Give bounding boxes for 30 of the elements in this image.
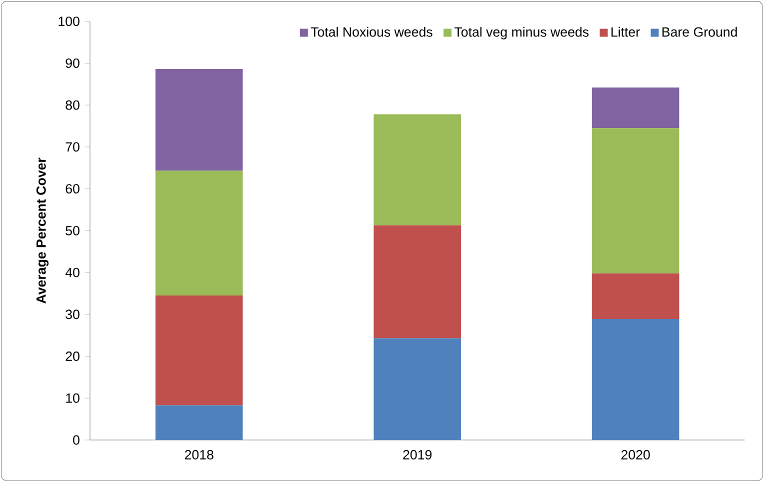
y-tick-label: 20 (66, 352, 80, 361)
y-axis-title: Average Percent Cover (36, 158, 49, 304)
legend-label: Total veg minus weeds (454, 26, 589, 40)
bar (155, 405, 243, 440)
bar (155, 296, 243, 406)
bar (592, 87, 680, 128)
bar (374, 225, 461, 338)
y-tick-label: 90 (66, 58, 80, 68)
y-tick-label: 10 (66, 393, 80, 403)
x-tick-label: 2020 (621, 450, 650, 460)
bar (155, 69, 243, 171)
x-tick-label: 2019 (403, 450, 432, 460)
x-tick-label: 2018 (184, 450, 214, 460)
legend-label: Total Noxious weeds (310, 26, 432, 37)
bar (374, 114, 461, 226)
bar (592, 273, 680, 320)
y-tick-label: 40 (65, 268, 80, 278)
y-tick-label: 60 (66, 184, 80, 194)
y-tick-label: 0 (73, 435, 80, 445)
y-tick-label: 50 (66, 226, 80, 236)
y-tick-label: 100 (58, 16, 80, 26)
legend-label: Litter (612, 26, 640, 37)
y-tick-label: 30 (66, 310, 80, 320)
bar (155, 170, 243, 296)
legend-label: Bare Ground (662, 26, 737, 37)
y-tick-label: 80 (66, 100, 80, 110)
y-tick-label: 70 (66, 142, 80, 152)
bar (592, 128, 680, 274)
bar (592, 319, 680, 440)
bar (374, 338, 461, 440)
